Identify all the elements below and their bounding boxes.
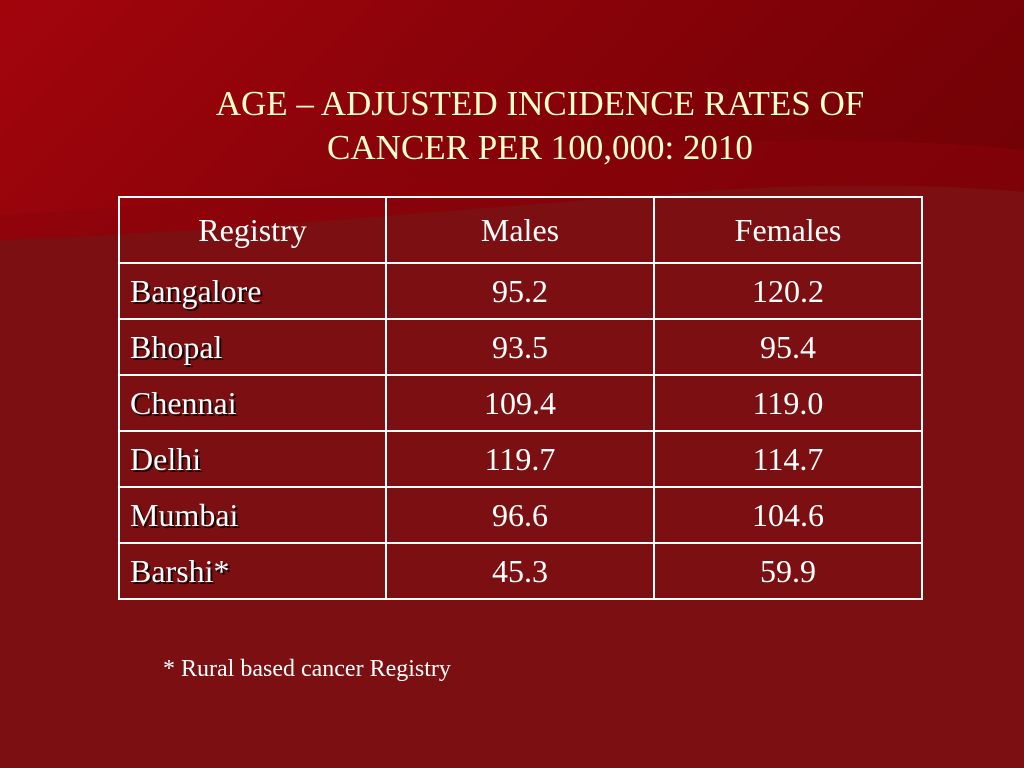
males-cell: 95.2: [385, 262, 655, 320]
column-header-males: Males: [385, 196, 655, 264]
registry-cell: Bhopal: [118, 318, 387, 376]
registry-cell: Mumbai: [118, 486, 387, 544]
table-row: Bangalore 95.2 120.2: [118, 262, 923, 320]
slide-title: AGE – ADJUSTED INCIDENCE RATES OF CANCER…: [130, 82, 950, 170]
footnote: * Rural based cancer Registry: [163, 656, 451, 682]
table-row: Delhi 119.7 114.7: [118, 430, 923, 488]
table-row: Barshi* 45.3 59.9: [118, 542, 923, 600]
males-cell: 96.6: [385, 486, 655, 544]
incidence-table: Registry Males Females Bangalore 95.2 12…: [118, 196, 923, 600]
males-cell: 93.5: [385, 318, 655, 376]
females-cell: 95.4: [653, 318, 923, 376]
column-header-females: Females: [653, 196, 923, 264]
males-cell: 109.4: [385, 374, 655, 432]
slide-title-line-1: AGE – ADJUSTED INCIDENCE RATES OF: [215, 84, 865, 123]
registry-cell: Chennai: [118, 374, 387, 432]
table-row: Mumbai 96.6 104.6: [118, 486, 923, 544]
females-cell: 114.7: [653, 430, 923, 488]
table-row: Bhopal 93.5 95.4: [118, 318, 923, 376]
males-cell: 45.3: [385, 542, 655, 600]
registry-cell: Barshi*: [118, 542, 387, 600]
females-cell: 59.9: [653, 542, 923, 600]
slide-title-line-2: CANCER PER 100,000: 2010: [327, 128, 753, 167]
table-header-row: Registry Males Females: [118, 196, 923, 264]
registry-cell: Delhi: [118, 430, 387, 488]
females-cell: 120.2: [653, 262, 923, 320]
column-header-registry: Registry: [118, 196, 387, 264]
females-cell: 119.0: [653, 374, 923, 432]
registry-cell: Bangalore: [118, 262, 387, 320]
males-cell: 119.7: [385, 430, 655, 488]
table-row: Chennai 109.4 119.0: [118, 374, 923, 432]
females-cell: 104.6: [653, 486, 923, 544]
